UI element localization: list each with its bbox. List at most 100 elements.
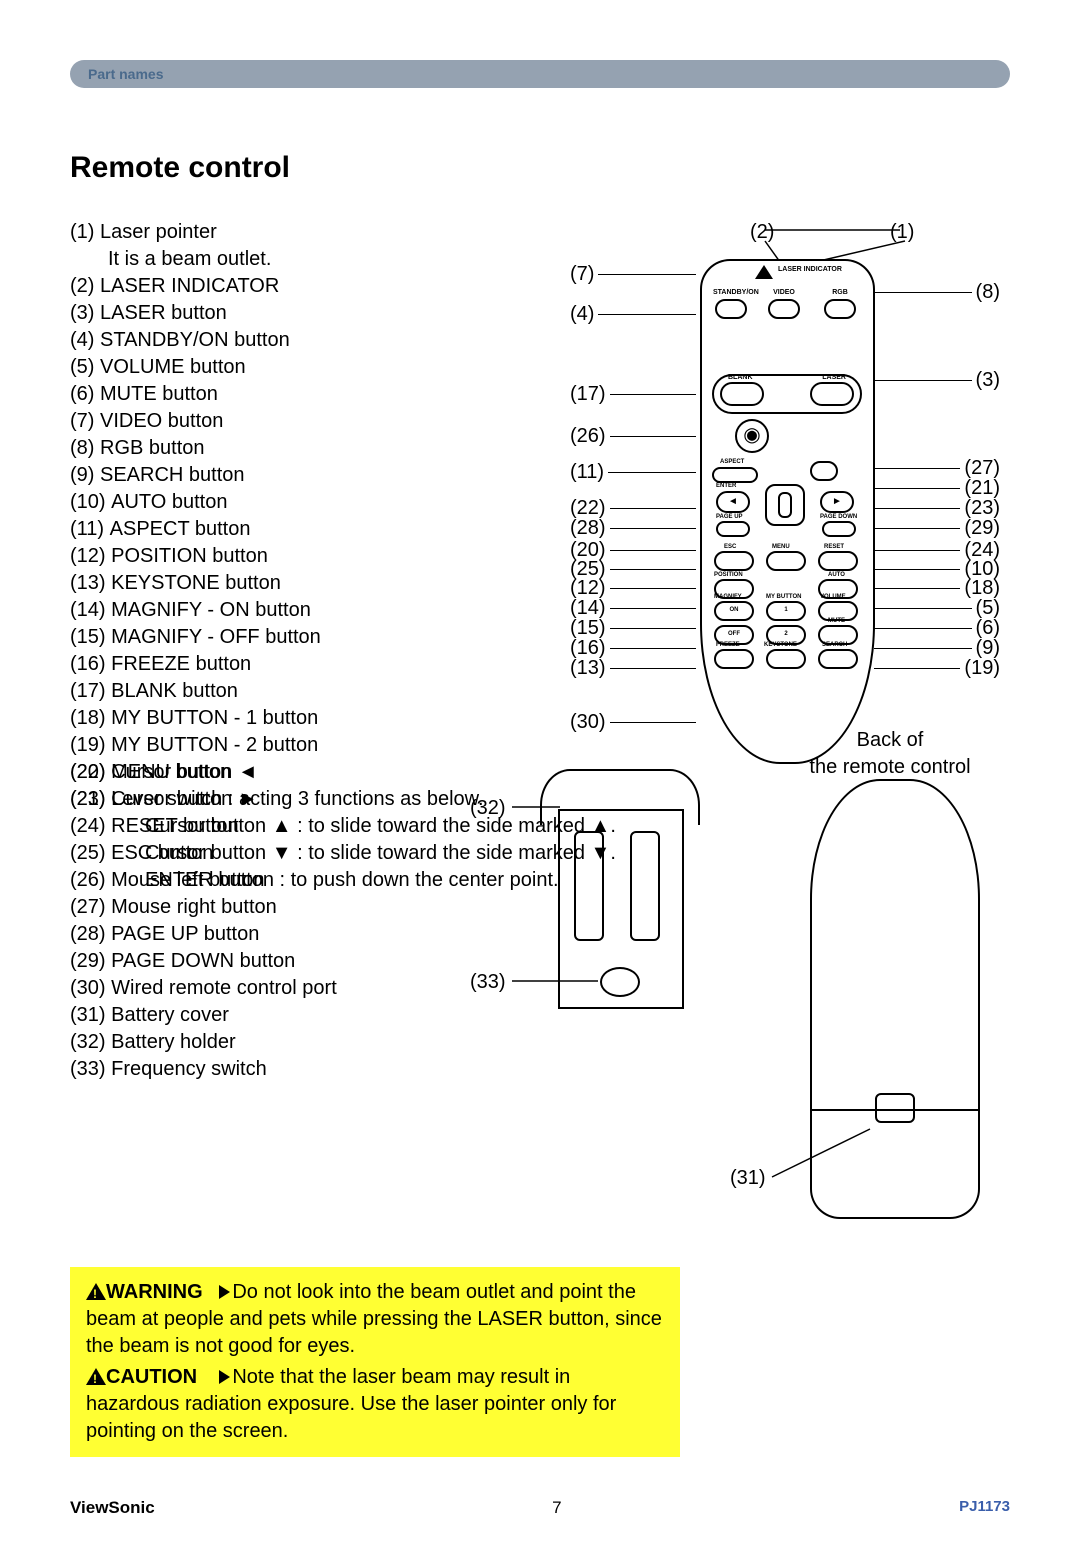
lower-diagram-area: (32) (33) Back of the remote control xyxy=(500,759,1010,1249)
cursor-left-button: ◄ xyxy=(716,491,750,513)
laser-indicator-label: LASER INDICATOR xyxy=(778,265,842,274)
warning-paragraph: WARNING Do not look into the beam outlet… xyxy=(86,1279,664,1360)
parts-item-number: (30) xyxy=(70,975,111,1002)
section-tab: Part names xyxy=(70,60,1010,88)
mybutton-label: MY BUTTON xyxy=(766,593,801,601)
warning-box: WARNING Do not look into the beam outlet… xyxy=(70,1267,680,1457)
parts-item-line: (30) Wired remote control port xyxy=(70,975,500,1002)
parts-item-text: Cursor button ◄ xyxy=(111,759,258,786)
reset-button xyxy=(818,551,858,571)
parts-item-text: ASPECT button xyxy=(110,516,251,543)
blank-label: BLANK xyxy=(728,373,753,382)
caution-title: CAUTION xyxy=(106,1366,197,1388)
parts-item-line: (17) BLANK button xyxy=(70,678,510,705)
parts-item-text: MAGNIFY - OFF button xyxy=(111,624,321,651)
page-up-button xyxy=(716,521,750,537)
parts-item-text: POSITION button xyxy=(111,543,268,570)
callout-number: (30) xyxy=(570,709,700,736)
parts-item: (14) MAGNIFY - ON button xyxy=(70,597,510,624)
parts-item-number: (26) xyxy=(70,867,111,894)
arrow-icon xyxy=(219,1285,230,1299)
parts-item: (6) MUTE button xyxy=(70,381,510,408)
parts-item-number: (11) xyxy=(70,516,110,543)
parts-item: (29) PAGE DOWN button xyxy=(70,948,500,975)
callout-number: (11) xyxy=(570,459,700,486)
enter-label: ENTER xyxy=(716,482,736,490)
pageup-label: PAGE UP xyxy=(716,513,743,521)
parts-item-line: (31) Battery cover xyxy=(70,1002,500,1029)
menu-label: MENU xyxy=(772,543,790,551)
back-leads xyxy=(770,769,1010,1249)
parts-item-line: (3) LASER button xyxy=(70,300,510,327)
parts-item-number: (7) xyxy=(70,408,100,435)
parts-item-line: (26) Mouse left button xyxy=(70,867,500,894)
callout-31: (31) xyxy=(730,1165,766,1192)
parts-item-text: MUTE button xyxy=(100,381,218,408)
parts-item-number: (19) xyxy=(70,732,111,759)
aspect-label: ASPECT xyxy=(720,458,744,466)
esc-label: ESC xyxy=(724,543,736,551)
video-button xyxy=(768,299,800,319)
parts-item-line: (18) MY BUTTON - 1 button xyxy=(70,705,510,732)
parts-item: (2) LASER INDICATOR xyxy=(70,273,510,300)
parts-item-number: (13) xyxy=(70,570,111,597)
parts-item-number: (5) xyxy=(70,354,100,381)
callout-number: (13) xyxy=(570,655,700,682)
parts-item-line: (14) MAGNIFY - ON button xyxy=(70,597,510,624)
parts-item-line: (22) Cursor button ◄ xyxy=(70,759,500,786)
menu-button xyxy=(766,551,806,571)
off-label: OFF xyxy=(728,630,740,638)
parts-item-line: (5) VOLUME button xyxy=(70,354,510,381)
back-label-1: Back of xyxy=(770,727,1010,754)
parts-item-line: (19) MY BUTTON - 2 button xyxy=(70,732,510,759)
parts-item-sub: It is a beam outlet. xyxy=(70,246,510,273)
parts-item-text: Frequency switch xyxy=(111,1056,267,1083)
aspect-button xyxy=(712,467,758,483)
parts-item-number: (1) xyxy=(70,219,100,246)
parts-item-line: (10) AUTO button xyxy=(70,489,510,516)
parts-item-text: PAGE DOWN button xyxy=(111,948,295,975)
parts-item-number: (28) xyxy=(70,921,111,948)
parts-item-text: RGB button xyxy=(100,435,205,462)
battery-holder-diagram: (32) (33) xyxy=(500,769,710,1039)
standby-button xyxy=(715,299,747,319)
parts-item: (12) POSITION button xyxy=(70,543,510,570)
esc-button xyxy=(714,551,754,571)
callout-number: (19) xyxy=(870,655,1000,682)
volume-label: VOLUME xyxy=(820,593,846,601)
parts-item: (5) VOLUME button xyxy=(70,354,510,381)
laser-warning-icon xyxy=(755,265,773,279)
parts-item-number: (18) xyxy=(70,705,111,732)
mute-label: MUTE xyxy=(828,617,845,625)
parts-item-number: (16) xyxy=(70,651,111,678)
parts-item-number: (23) xyxy=(70,786,111,813)
rgb-button xyxy=(824,299,856,319)
parts-item: (10) AUTO button xyxy=(70,489,510,516)
magnify-label: MAGNIFY xyxy=(714,593,742,601)
footer-model: PJ1173 xyxy=(959,1497,1010,1520)
mouse-right-button xyxy=(810,461,838,481)
warning-title: WARNING xyxy=(106,1281,203,1303)
parts-item-number: (12) xyxy=(70,543,111,570)
parts-item-text: Laser pointer xyxy=(100,219,217,246)
remote-front-diagram: LASER INDICATOR STANDBY/ON VIDEO RGB BLA… xyxy=(510,219,1050,779)
parts-item-line: (24) RESET button xyxy=(70,813,500,840)
parts-item-text: VIDEO button xyxy=(100,408,223,435)
lever-bar xyxy=(778,492,792,518)
parts-item-number: (3) xyxy=(70,300,100,327)
parts-item-text: Mouse left button xyxy=(111,867,264,894)
parts-item-line: (4) STANDBY/ON button xyxy=(70,327,510,354)
parts-item-number: (10) xyxy=(70,489,111,516)
parts-item-line: (33) Frequency switch xyxy=(70,1056,500,1083)
parts-item-number: (25) xyxy=(70,840,111,867)
diagram-column: LASER INDICATOR STANDBY/ON VIDEO RGB BLA… xyxy=(510,219,1050,779)
video-label: VIDEO xyxy=(766,288,802,297)
parts-item-number: (33) xyxy=(70,1056,111,1083)
parts-item-text: SEARCH button xyxy=(100,462,245,489)
parts-item-text: ESC button xyxy=(111,840,213,867)
parts-item-text: PAGE UP button xyxy=(111,921,259,948)
holder-leads xyxy=(500,769,710,1039)
parts-item-number: (2) xyxy=(70,273,100,300)
freeze-label: FREEZE xyxy=(716,641,740,649)
page-down-button xyxy=(822,521,856,537)
